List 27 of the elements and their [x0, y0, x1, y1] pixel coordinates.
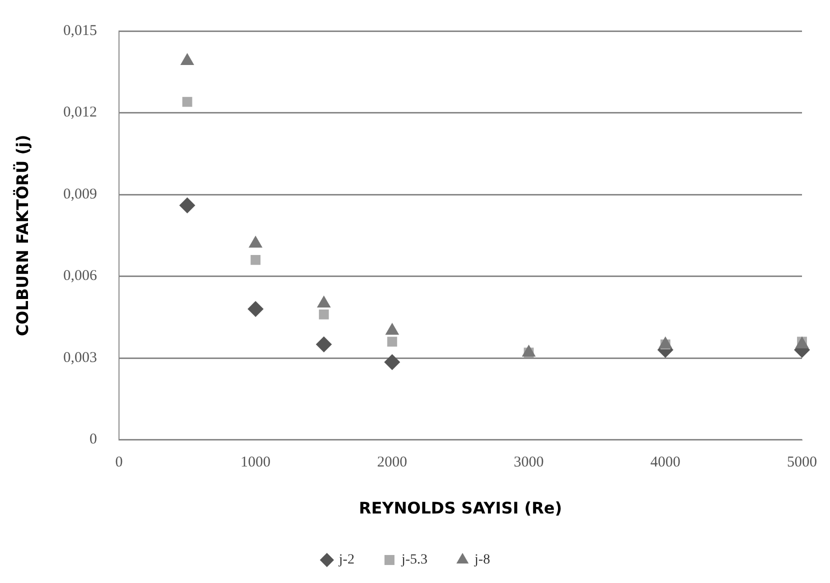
y-tick-label: 0: [89, 432, 97, 448]
point: [248, 236, 262, 248]
point: [250, 254, 261, 265]
y-tick-label: 0,003: [63, 350, 97, 366]
y-tick-label: 0,009: [63, 186, 97, 202]
x-tick-label: 5000: [787, 454, 817, 471]
point: [180, 52, 194, 65]
x-axis-title: REYNOLDS SAYISI (Re): [358, 498, 562, 518]
x-tick-label: 0: [115, 454, 123, 471]
point: [248, 300, 264, 317]
legend-label: j-5.3: [400, 552, 428, 568]
point: [387, 336, 398, 347]
point: [182, 96, 192, 107]
point: [316, 336, 332, 352]
x-tick-label: 1000: [240, 454, 271, 471]
x-tick-label: 4000: [650, 454, 680, 471]
legend-label: j-8: [474, 552, 490, 568]
point: [318, 309, 329, 320]
point: [179, 197, 196, 214]
x-tick-label: 2000: [377, 454, 408, 471]
x-tick-label: 3000: [514, 454, 544, 471]
y-tick-label: 0,006: [63, 268, 98, 284]
point: [384, 354, 400, 370]
legend-label: j-2: [338, 552, 354, 568]
y-tick-label: 0,015: [63, 22, 97, 39]
y-axis-title: COLBURN FAKTÖRÜ (j): [12, 134, 32, 336]
y-tick-label: 0,012: [63, 104, 97, 121]
